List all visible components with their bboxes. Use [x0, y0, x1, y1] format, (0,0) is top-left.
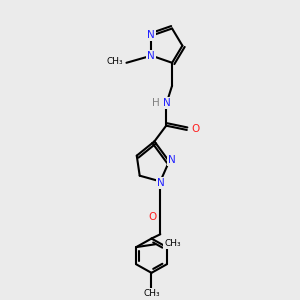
Text: H: H: [152, 98, 160, 108]
Text: CH₃: CH₃: [143, 289, 160, 298]
Text: N: N: [147, 30, 155, 40]
Text: N: N: [147, 51, 155, 61]
Text: O: O: [191, 124, 199, 134]
Text: N: N: [157, 178, 165, 188]
Text: O: O: [148, 212, 156, 222]
Text: CH₃: CH₃: [107, 57, 124, 66]
Text: N: N: [168, 155, 176, 165]
Text: N: N: [163, 98, 171, 108]
Text: CH₃: CH₃: [164, 239, 181, 248]
